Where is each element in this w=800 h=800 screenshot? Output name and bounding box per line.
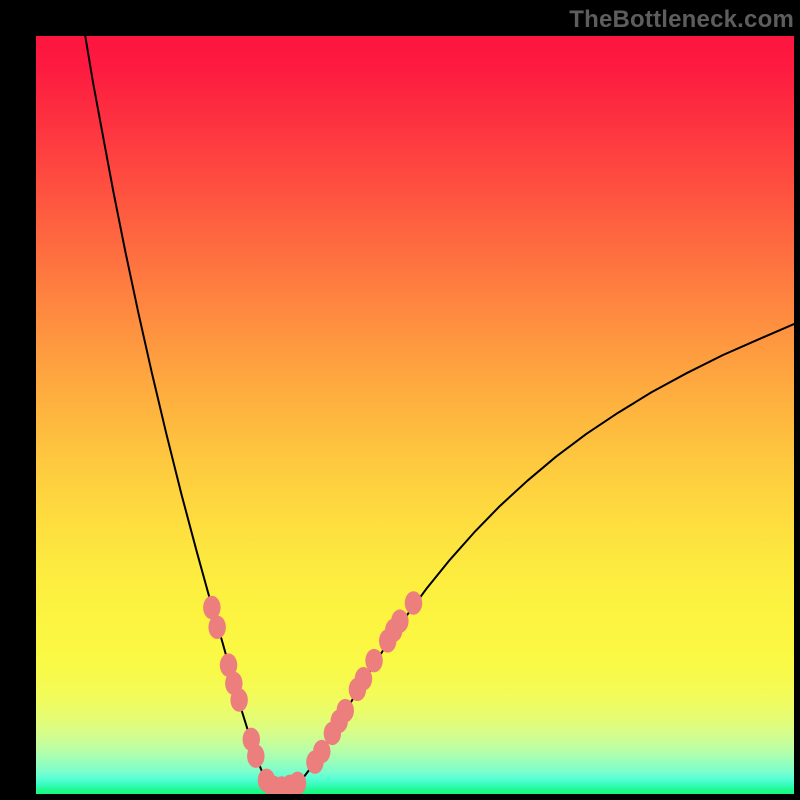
marker-dot [230, 688, 247, 712]
marker-dot [391, 609, 408, 633]
marker-dot [247, 744, 264, 768]
chart-stage: TheBottleneck.com [0, 0, 800, 800]
gradient-background [36, 36, 794, 794]
plot-svg [36, 36, 794, 794]
marker-dot [405, 591, 422, 615]
marker-dot [337, 699, 354, 723]
marker-dot [365, 649, 382, 673]
plot-area [36, 36, 794, 794]
marker-dot [208, 615, 225, 639]
watermark-text: TheBottleneck.com [569, 6, 794, 34]
